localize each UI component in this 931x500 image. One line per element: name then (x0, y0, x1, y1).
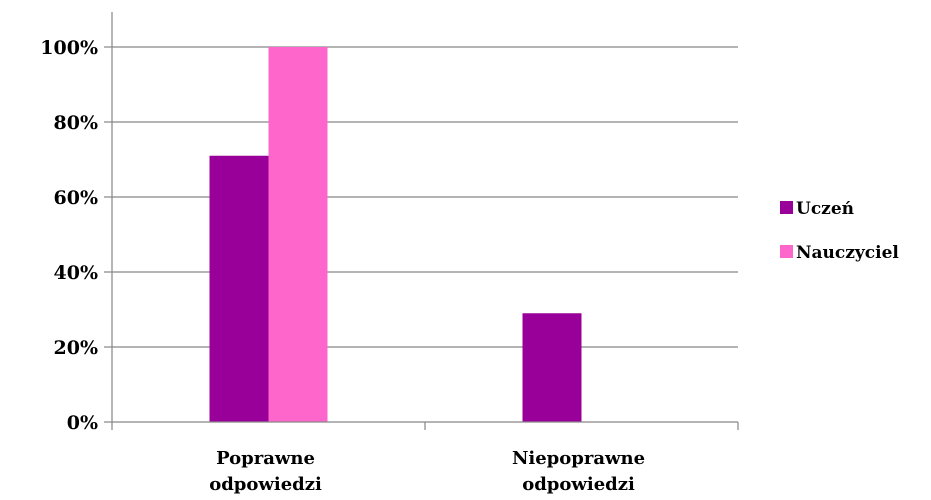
y-tick-label: 60% (54, 187, 99, 209)
y-tick-label: 0% (67, 412, 98, 434)
legend: Uczeń Nauczyciel (780, 199, 899, 263)
x-category-label-line: Poprawne (216, 448, 315, 469)
bar-nauczyciel-0 (268, 47, 328, 422)
y-tick-label: 100% (40, 37, 98, 59)
legend-label: Uczeń (796, 199, 854, 219)
legend-label: Nauczyciel (796, 243, 899, 263)
y-axis-ticks: 0% 20% 40% 60% 80% 100% (40, 37, 98, 434)
x-category-label-line: odpowiedzi (209, 474, 322, 495)
x-category-label-line: odpowiedzi (522, 474, 635, 495)
x-category-label: Poprawne odpowiedzi (209, 448, 322, 495)
y-tick-label: 20% (54, 337, 99, 359)
x-axis-categories: Poprawne odpowiedzi Niepoprawne odpowiedzi (209, 448, 645, 495)
gridlines (112, 46, 738, 348)
y-tick-label: 80% (54, 112, 99, 134)
bars (209, 47, 582, 422)
y-tick-label: 40% (54, 262, 99, 284)
legend-swatch (780, 245, 793, 258)
axes (104, 12, 739, 430)
bar-uczeń-1 (522, 313, 582, 422)
x-category-label-line: Niepoprawne (512, 448, 645, 469)
bar-uczeń-0 (209, 155, 269, 422)
legend-swatch (780, 201, 793, 214)
x-category-label: Niepoprawne odpowiedzi (512, 448, 645, 495)
